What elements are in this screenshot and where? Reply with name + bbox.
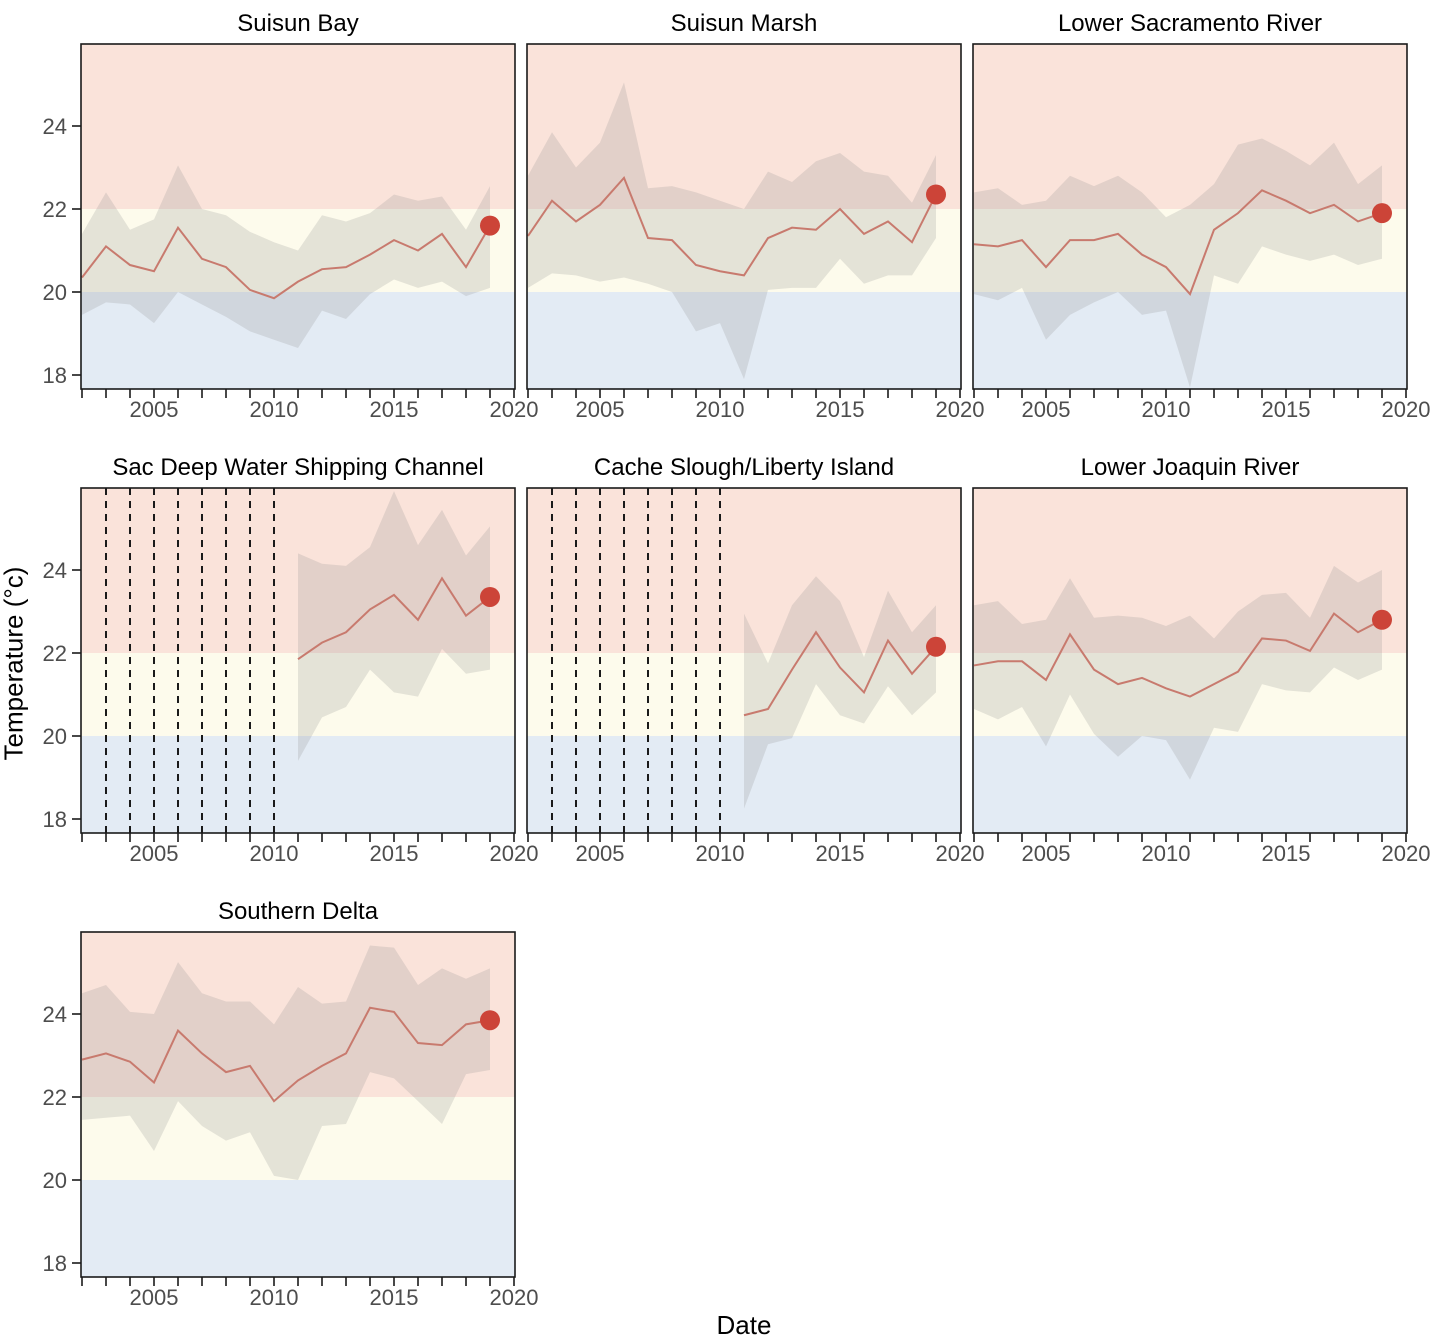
x-tick-label: 2015 <box>370 841 419 866</box>
mean-temperature-line <box>81 1006 491 1103</box>
band-below-20 <box>81 1180 515 1277</box>
y-tick-label: 20 <box>43 724 67 749</box>
x-tick-label: 2010 <box>250 397 299 422</box>
missing-data-lines <box>105 488 275 833</box>
y-tick-label: 20 <box>43 1168 67 1193</box>
confidence-ribbon <box>974 138 1382 388</box>
mean-temperature-line <box>973 189 1383 296</box>
band-above-22 <box>81 44 515 209</box>
x-tick-label: 2005 <box>1022 841 1071 866</box>
band-below-20 <box>973 292 1407 389</box>
x-tick-label: 2010 <box>1142 841 1191 866</box>
band-below-20 <box>527 292 961 389</box>
x-tick-label: 2020 <box>490 841 539 866</box>
panel-title: Suisun Marsh <box>671 10 818 37</box>
x-tick-label: 2020 <box>936 397 985 422</box>
x-tick-label: 2010 <box>250 1285 299 1310</box>
x-tick-label: 2005 <box>130 1285 179 1310</box>
final-year-point <box>926 636 946 657</box>
band-20-22 <box>973 653 1407 736</box>
final-year-point <box>480 1010 500 1031</box>
x-tick-label: 2005 <box>130 397 179 422</box>
confidence-ribbon <box>298 491 490 761</box>
confidence-ribbon <box>528 82 936 380</box>
x-tick-label: 2015 <box>370 397 419 422</box>
confidence-ribbon <box>82 165 490 349</box>
y-tick-label: 24 <box>43 558 67 583</box>
panel-title: Cache Slough/Liberty Island <box>594 454 894 481</box>
mean-temperature-line <box>743 630 937 717</box>
x-tick-label: 2015 <box>816 841 865 866</box>
y-axis-title: Temperature (°c) <box>0 566 29 761</box>
panel-lower-sacramento-river: 2005 2010 2015 2020 Lower Sacramento River <box>972 10 1431 422</box>
x-tick-label: 2020 <box>1382 397 1431 422</box>
x-tick-label: 2010 <box>696 397 745 422</box>
band-20-22 <box>81 1097 515 1180</box>
mean-temperature-line <box>973 612 1383 698</box>
missing-data-lines <box>551 488 721 833</box>
x-tick-label: 2010 <box>1142 397 1191 422</box>
panel-title: Lower Joaquin River <box>1081 454 1300 481</box>
x-axis-title: Date <box>716 1310 772 1340</box>
panel-title: Lower Sacramento River <box>1058 10 1322 37</box>
panel-title: Sac Deep Water Shipping Channel <box>112 454 483 481</box>
y-tick-label: 24 <box>43 1002 67 1027</box>
band-above-22 <box>973 44 1407 209</box>
x-tick-label: 2010 <box>250 841 299 866</box>
band-above-22 <box>973 488 1407 653</box>
band-above-22 <box>527 44 961 209</box>
final-year-point <box>926 184 946 205</box>
panel-sac-deep-water-shipping-channel: 2005 2010 2015 2020 18 20 22 24 Sac Deep Water S… <box>43 454 539 866</box>
panel-cache-slough-liberty-island: 2005 2010 2015 2020 Cache Slough/Liberty Isl… <box>526 454 985 866</box>
x-tick-label: 2015 <box>1262 841 1311 866</box>
y-tick-label: 18 <box>43 363 67 388</box>
final-year-point <box>1372 203 1392 224</box>
final-year-point <box>480 215 500 236</box>
band-above-22 <box>81 932 515 1097</box>
panel-southern-delta: 2005 2010 2015 2020 18 20 22 24 Southern Delta <box>43 898 539 1310</box>
final-year-point <box>1372 609 1392 630</box>
x-tick-label: 2015 <box>816 397 865 422</box>
confidence-ribbon <box>974 565 1382 780</box>
band-below-20 <box>81 292 515 389</box>
confidence-ribbon <box>82 945 490 1180</box>
mean-temperature-line <box>297 576 491 661</box>
x-tick-label: 2010 <box>696 841 745 866</box>
mean-temperature-line <box>81 225 491 300</box>
confidence-ribbon <box>744 576 936 809</box>
y-tick-label: 18 <box>43 807 67 832</box>
x-tick-label: 2005 <box>576 397 625 422</box>
x-tick-label: 2020 <box>490 397 539 422</box>
x-tick-label: 2020 <box>936 841 985 866</box>
panel-title: Suisun Bay <box>237 10 358 37</box>
panel-title: Southern Delta <box>218 898 379 925</box>
x-tick-label: 2005 <box>130 841 179 866</box>
panel-suisun-bay: 2005 2010 2015 2020 18 20 22 24 Suisun Bay <box>43 10 539 422</box>
y-tick-label: 22 <box>43 641 67 666</box>
y-tick-label: 18 <box>43 1251 67 1276</box>
x-tick-label: 2020 <box>1382 841 1431 866</box>
x-tick-label: 2015 <box>1262 397 1311 422</box>
x-tick-label: 2015 <box>370 1285 419 1310</box>
y-tick-label: 22 <box>43 197 67 222</box>
y-tick-label: 20 <box>43 280 67 305</box>
panel-suisun-marsh: 2005 2010 2015 2020 Suisun Marsh <box>526 10 985 422</box>
x-tick-label: 2005 <box>576 841 625 866</box>
final-year-point <box>480 586 500 607</box>
mean-temperature-line <box>527 176 937 277</box>
band-below-20 <box>973 736 1407 833</box>
y-tick-label: 24 <box>43 114 67 139</box>
x-tick-label: 2005 <box>1022 397 1071 422</box>
x-tick-label: 2020 <box>490 1285 539 1310</box>
y-tick-label: 22 <box>43 1085 67 1110</box>
band-20-22 <box>81 209 515 292</box>
panel-lower-joaquin-river: 2005 2010 2015 2020 Lower Joaquin River <box>972 454 1431 866</box>
band-20-22 <box>973 209 1407 292</box>
